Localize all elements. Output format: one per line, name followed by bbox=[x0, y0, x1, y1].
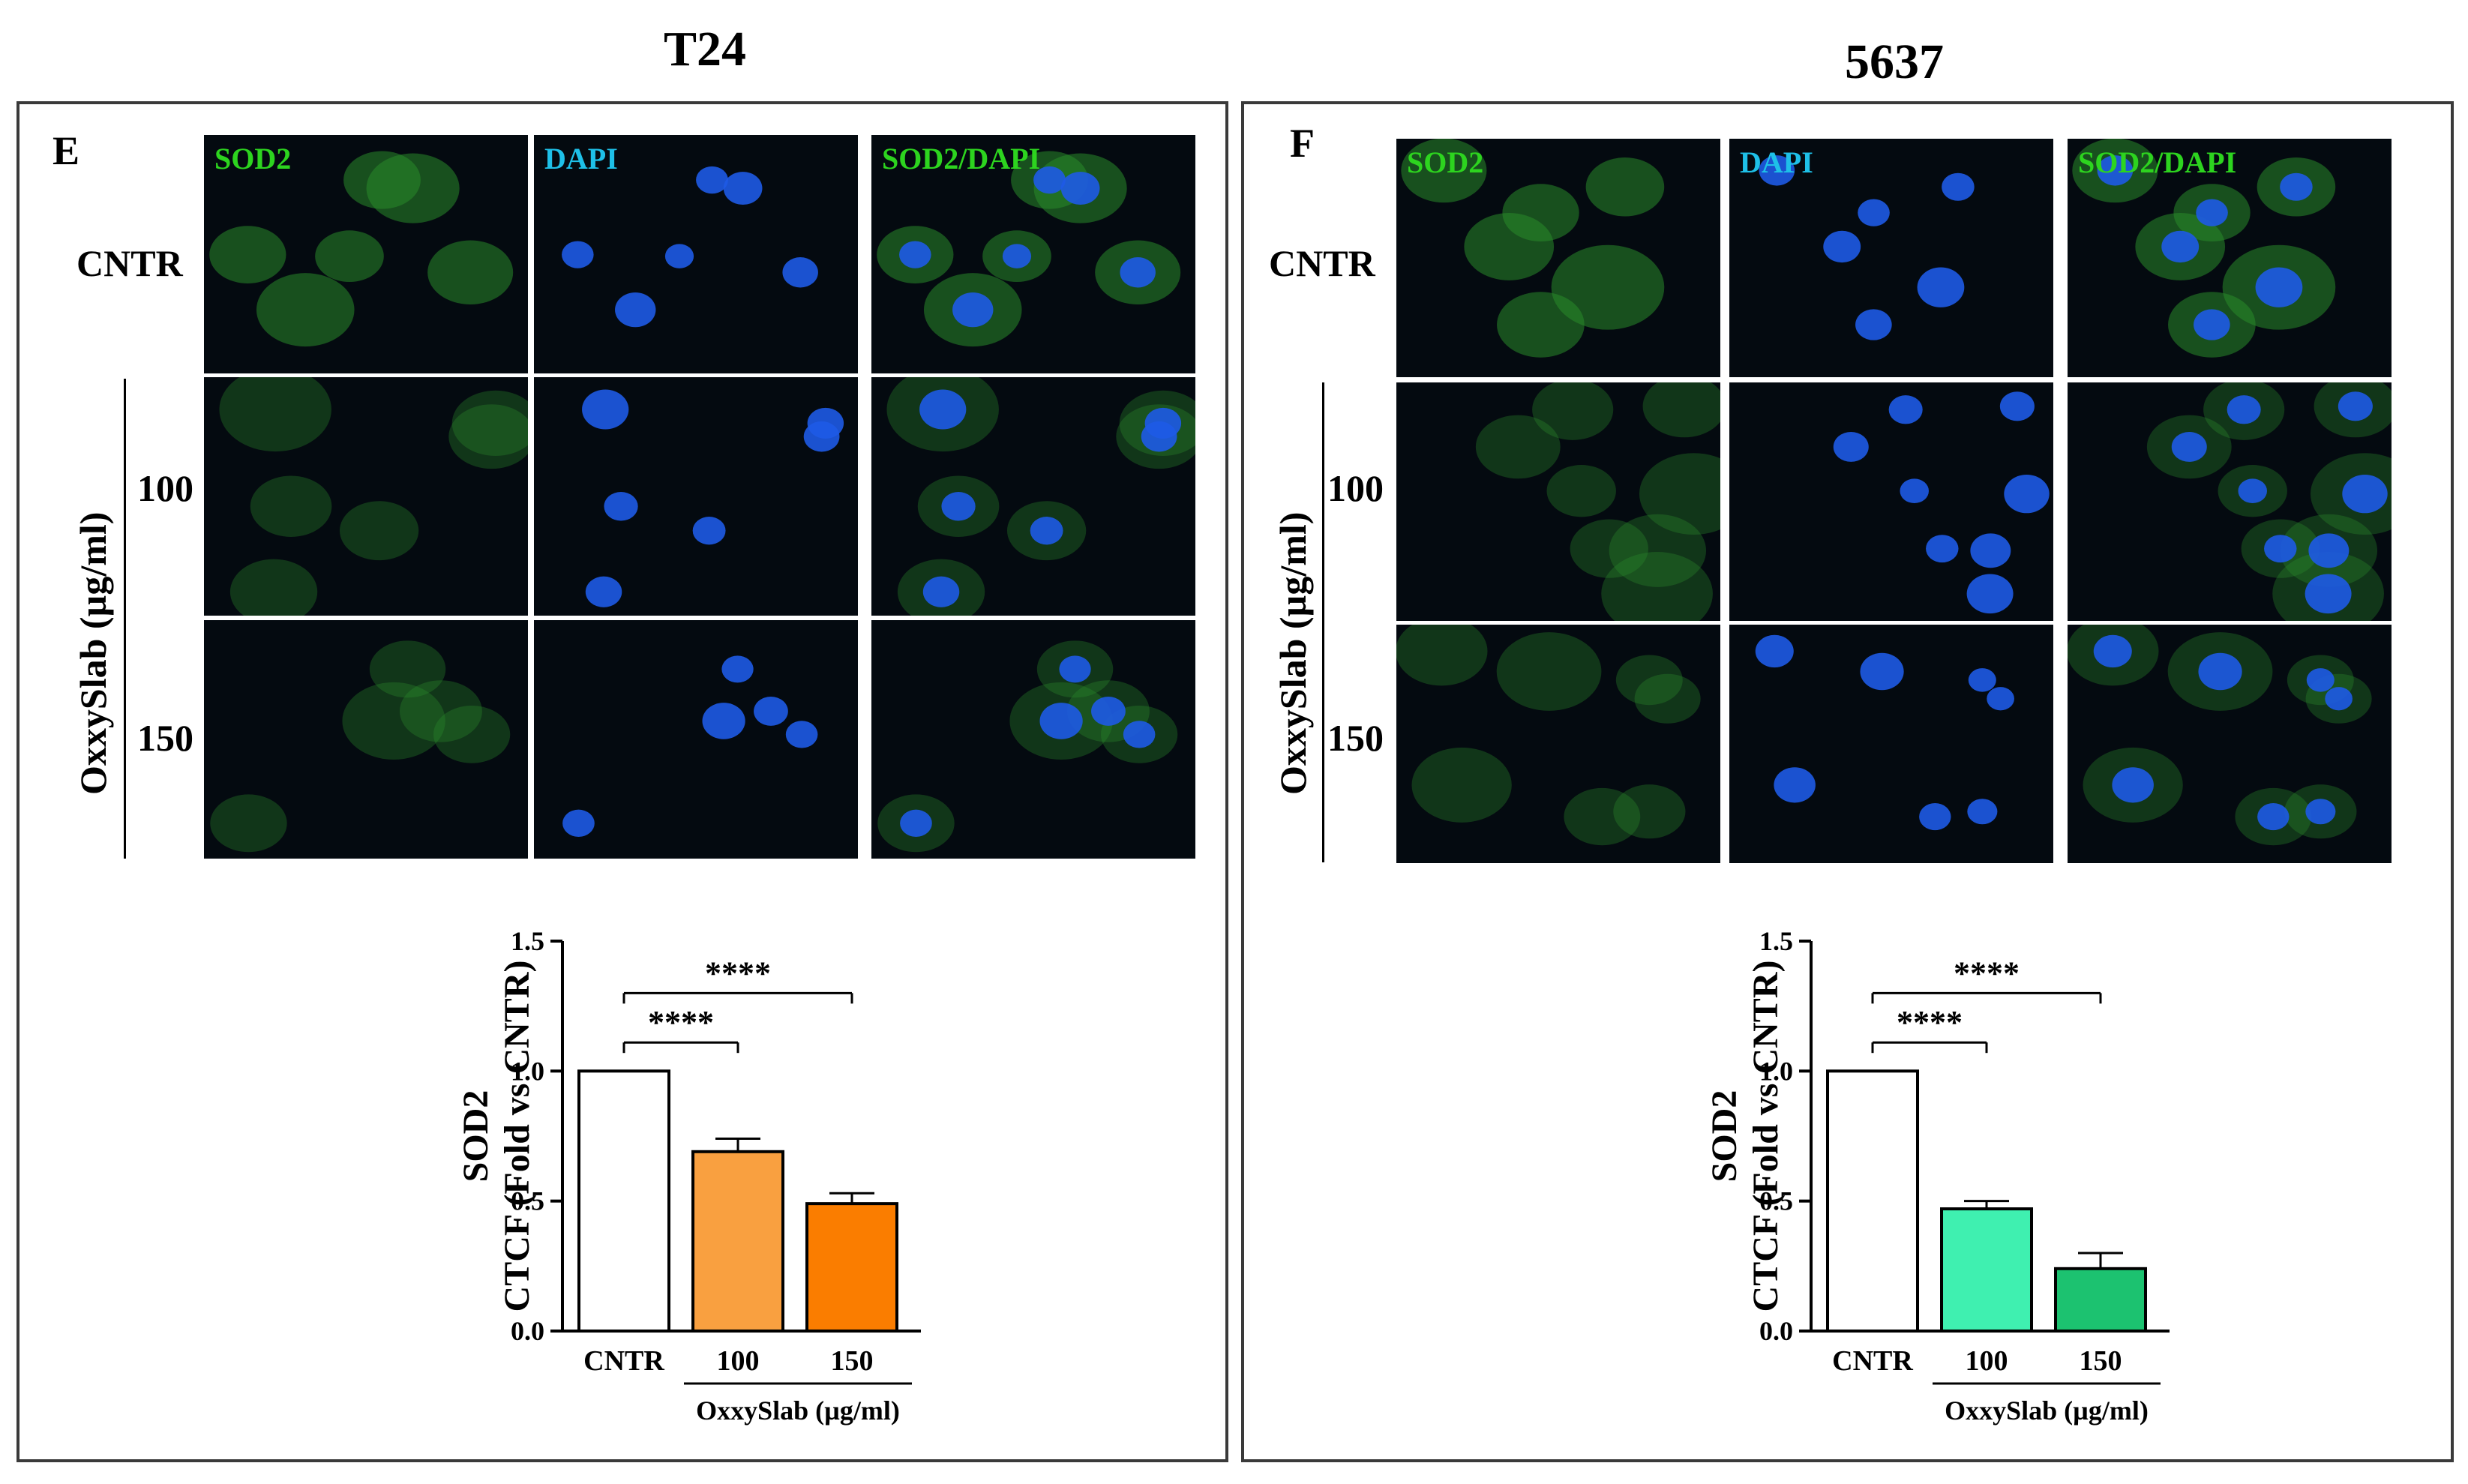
micrograph-f-100-merge bbox=[2068, 382, 2392, 621]
row-label-cntr-e: CNTR bbox=[76, 242, 183, 284]
bar-f-1 bbox=[1940, 1207, 2033, 1333]
sig-label-f-1: **** bbox=[1954, 955, 2020, 991]
micrograph-f-100-sod2 bbox=[1396, 382, 1720, 621]
y-tick-label-f-3: 1.5 bbox=[1759, 926, 1793, 956]
x-tick-label-e-2: 150 bbox=[831, 1345, 874, 1377]
micrograph-f-100-dapi bbox=[1729, 382, 2053, 621]
x-tick-label-e-0: CNTR bbox=[583, 1345, 664, 1377]
row-label-100-f: 100 bbox=[1327, 467, 1384, 509]
micrograph-e-150-dapi bbox=[534, 620, 858, 859]
y-axis-label-1-e: SOD2 bbox=[456, 1090, 496, 1183]
y-tick-label-e-2: 1.0 bbox=[511, 1056, 544, 1086]
micrograph-e-100-dapi bbox=[534, 377, 858, 616]
bar-chart-5637: 0.0 0.5 1.0 1.5 CNTR 100 150 OxxySlab (µg/ml) SO… bbox=[1639, 904, 2239, 1444]
micrograph-e-cntr-dapi: DAPI bbox=[534, 135, 858, 373]
micrograph-f-cntr-sod2: SOD2 bbox=[1396, 139, 1720, 377]
bar-e-0 bbox=[577, 1069, 670, 1333]
sig-label-e-1: **** bbox=[705, 955, 771, 991]
treatment-bracket-e bbox=[124, 379, 126, 859]
row-label-cntr-f: CNTR bbox=[1269, 242, 1375, 284]
treatment-bracket-f bbox=[1322, 382, 1324, 862]
micrograph-e-100-sod2 bbox=[204, 377, 528, 616]
y-axis-label-1-f: SOD2 bbox=[1705, 1090, 1744, 1183]
y-tick-label-e-0: 0.0 bbox=[511, 1316, 544, 1346]
micrograph-e-150-merge bbox=[871, 620, 1195, 859]
treatment-label-f: OxxySlab (µg/ml) bbox=[1272, 511, 1314, 795]
panel-frame-f bbox=[1241, 101, 2454, 1462]
x-tick-label-e-1: 100 bbox=[717, 1345, 760, 1377]
row-label-150-e: 150 bbox=[137, 717, 193, 759]
y-tick-label-e-3: 1.5 bbox=[511, 926, 544, 956]
y-axis-label-2-f: CTCF (Fold vs CNTR) bbox=[1746, 961, 1786, 1312]
micrograph-f-150-merge bbox=[2068, 625, 2392, 863]
bar-e-2 bbox=[805, 1202, 898, 1333]
bar-e-1 bbox=[691, 1150, 784, 1333]
channel-label-f-dapi: DAPI bbox=[1740, 145, 1813, 179]
micrograph-f-150-dapi bbox=[1729, 625, 2053, 863]
row-label-100-e: 100 bbox=[137, 467, 193, 509]
panel-letter-f: F bbox=[1290, 121, 1315, 166]
micrograph-e-100-merge bbox=[871, 377, 1195, 616]
channel-label-e-merge: SOD2/DAPI bbox=[882, 142, 1041, 175]
y-tick-label-e-1: 0.5 bbox=[511, 1186, 544, 1216]
x-tick-label-f-1: 100 bbox=[1966, 1345, 2008, 1377]
y-axis-label-2-e: CTCF (Fold vs CNTR) bbox=[497, 961, 537, 1312]
panel-frame-e bbox=[16, 101, 1228, 1462]
y-tick-label-f-1: 0.5 bbox=[1759, 1186, 1793, 1216]
panel-title-5637: 5637 bbox=[1845, 34, 1944, 89]
channel-label-f-merge: SOD2/DAPI bbox=[2078, 145, 2237, 179]
micrograph-f-cntr-dapi: DAPI bbox=[1729, 139, 2053, 377]
bar-f-2 bbox=[2054, 1267, 2147, 1333]
channel-label-e-sod2: SOD2 bbox=[214, 142, 292, 175]
x-tick-label-f-2: 150 bbox=[2080, 1345, 2122, 1377]
micrograph-e-cntr-sod2: SOD2 bbox=[204, 135, 528, 373]
treatment-label-e: OxxySlab (µg/ml) bbox=[72, 511, 114, 795]
sig-label-f-0: **** bbox=[1897, 1004, 1963, 1041]
micrograph-e-150-sod2 bbox=[204, 620, 528, 859]
panel-letter-e: E bbox=[52, 128, 80, 173]
row-label-150-f: 150 bbox=[1327, 717, 1384, 759]
x-axis-label-f: OxxySlab (µg/ml) bbox=[1945, 1396, 2149, 1426]
micrograph-f-150-sod2 bbox=[1396, 625, 1720, 863]
micrograph-f-cntr-merge: SOD2/DAPI bbox=[2068, 139, 2392, 377]
y-tick-label-f-2: 1.0 bbox=[1759, 1056, 1793, 1086]
bar-f-0 bbox=[1826, 1069, 1919, 1333]
sig-label-e-0: **** bbox=[648, 1004, 714, 1041]
y-tick-label-f-0: 0.0 bbox=[1759, 1316, 1793, 1346]
bar-chart-t24: 0.0 0.5 1.0 1.5 CNTR 100 150 OxxySlab (µg/ml) SO… bbox=[390, 904, 990, 1444]
x-tick-label-f-0: CNTR bbox=[1832, 1345, 1913, 1377]
x-axis-label-e: OxxySlab (µg/ml) bbox=[696, 1396, 900, 1426]
channel-label-f-sod2: SOD2 bbox=[1407, 145, 1484, 179]
panel-title-t24: T24 bbox=[664, 22, 747, 76]
micrograph-e-cntr-merge: SOD2/DAPI bbox=[871, 135, 1195, 373]
channel-label-e-dapi: DAPI bbox=[544, 142, 618, 175]
